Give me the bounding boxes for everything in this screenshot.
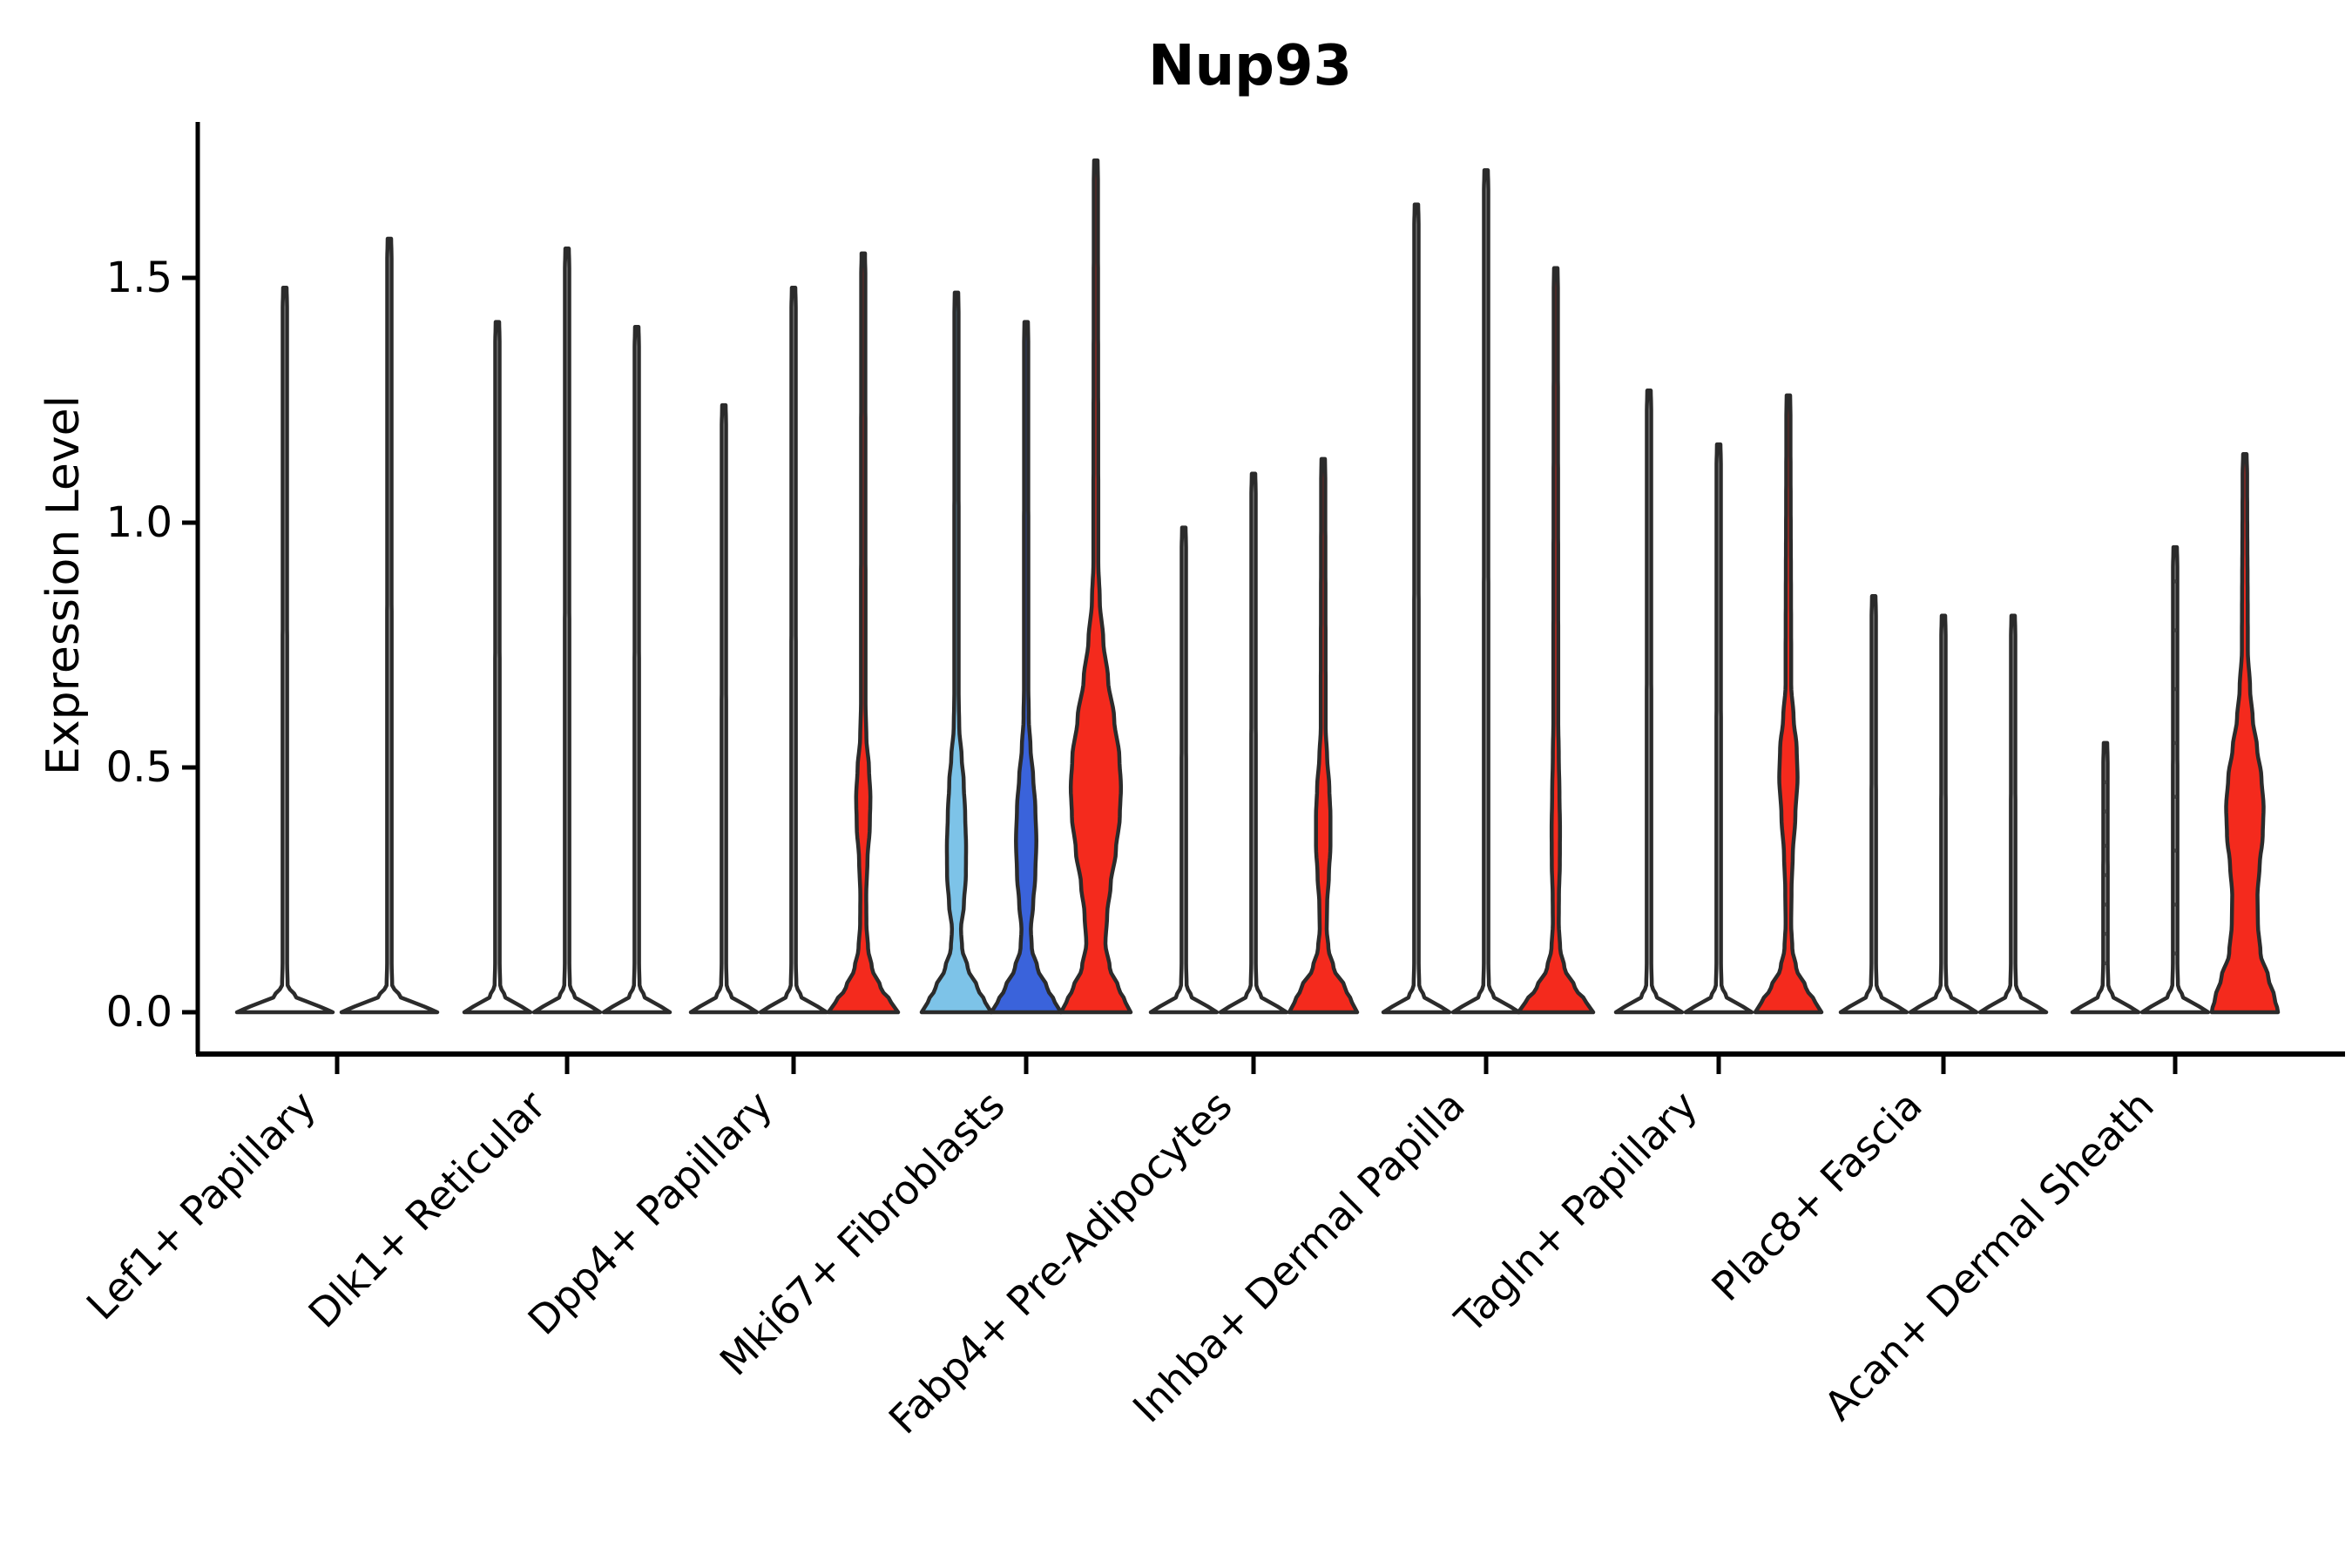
violin-path (601, 324, 672, 1015)
violin-path (989, 320, 1064, 1015)
cell-jitter-point (2173, 902, 2178, 907)
cell-jitter-point (2103, 780, 2108, 785)
cell-jitter-point (2103, 809, 2108, 814)
cell-jitter-point (2173, 579, 2178, 584)
violin-path (826, 251, 901, 1015)
x-tick-label: Dlk1+ Reticular (300, 1082, 555, 1337)
cell-jitter-point (2103, 961, 2108, 966)
y-tick-label: 1.5 (106, 253, 172, 302)
x-tick-label: Tagln+ Papillary (1445, 1082, 1707, 1343)
cell-jitter-point (2103, 902, 2108, 907)
cell-jitter-point (2173, 794, 2178, 799)
x-tick-label: Plac8+ Fascia (1702, 1082, 1930, 1310)
violin-path (919, 290, 994, 1015)
violin-path (1977, 613, 2049, 1015)
violin-path (1450, 168, 1522, 1015)
y-tick-label: 0.5 (106, 743, 172, 792)
violin-path (688, 402, 760, 1015)
cell-jitter-point (2173, 951, 2178, 956)
cell-jitter-point (2103, 843, 2108, 848)
violin-path (1838, 594, 1909, 1015)
x-tick-label: Lef1+ Papillary (78, 1082, 325, 1329)
x-tick-label: Dpp4+ Papillary (519, 1082, 781, 1344)
violin-path (758, 285, 829, 1015)
violin-path (1516, 266, 1596, 1015)
violin-path (1908, 613, 1979, 1015)
y-tick-label: 1.0 (106, 498, 172, 547)
violin-path (1613, 389, 1685, 1015)
violin-path (1381, 202, 1452, 1015)
cell-jitter-point (2103, 931, 2108, 936)
violin-path (1753, 393, 1824, 1015)
violin-path (531, 247, 603, 1015)
cell-jitter-point (2103, 873, 2108, 877)
violins-layer (234, 158, 2281, 1015)
violin-path (1218, 471, 1289, 1015)
violin-path (339, 236, 440, 1015)
violin-path (1287, 456, 1360, 1015)
violin-path (2209, 452, 2281, 1015)
violin-path (234, 285, 335, 1015)
cell-jitter-point (2173, 686, 2178, 692)
y-tick-label: 0.0 (106, 988, 172, 1037)
cell-jitter-point (2173, 740, 2178, 746)
violin-path (2070, 740, 2141, 1015)
violin-path (1058, 158, 1133, 1015)
axes-layer (182, 122, 2345, 1074)
violin-path (462, 320, 533, 1015)
y-axis-label: Expression Level (37, 395, 90, 775)
cell-jitter-point (2173, 848, 2178, 853)
violin-path (2139, 544, 2211, 1015)
violin-path (1148, 525, 1220, 1015)
cell-jitter-point (2173, 628, 2178, 632)
violin-path (1683, 442, 1754, 1015)
chart-title: Nup93 (1148, 34, 1352, 98)
